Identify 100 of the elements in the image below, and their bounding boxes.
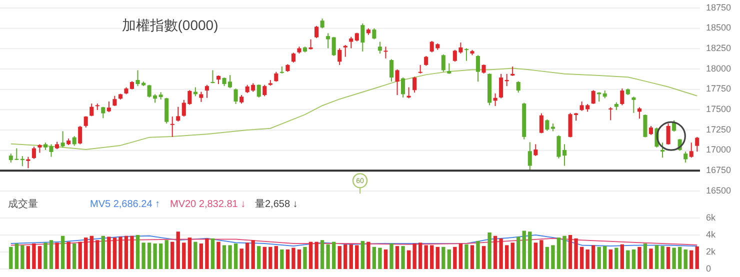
bar [591, 245, 596, 269]
bar [660, 246, 664, 269]
bar [26, 246, 30, 269]
y-tick-label: 6k [706, 212, 716, 222]
bar [262, 246, 266, 269]
candlestick [447, 62, 452, 74]
bar [199, 244, 204, 269]
bar [540, 240, 544, 269]
y-tick-label: 18250 [706, 43, 732, 54]
candlestick [534, 144, 538, 157]
bar [49, 240, 54, 269]
bar [390, 244, 394, 269]
bar [482, 246, 486, 269]
bar [107, 236, 111, 269]
candlestick [464, 48, 468, 62]
bar [44, 242, 48, 269]
line-series [10, 68, 698, 150]
bar [666, 246, 670, 269]
candlestick [695, 136, 700, 152]
y-tick-label: 17250 [706, 124, 732, 134]
candlestick [476, 54, 480, 82]
bar [654, 245, 659, 269]
bar [216, 242, 220, 269]
bar [182, 242, 186, 269]
bar [418, 242, 422, 269]
bar [176, 232, 180, 269]
candlestick [395, 68, 400, 96]
bar [412, 244, 416, 269]
bar [378, 248, 382, 269]
y-tick-label: 17750 [706, 84, 732, 94]
bar [528, 232, 532, 269]
bar [210, 238, 215, 269]
candlestick [412, 76, 417, 94]
text: MV20 [170, 199, 197, 210]
bar [545, 246, 550, 269]
bar [32, 244, 36, 269]
y-tick-label: 0 [706, 263, 712, 274]
candlestick [556, 134, 561, 159]
candlestick [332, 36, 336, 56]
candlestick [372, 28, 376, 40]
bar [20, 245, 24, 269]
candlestick [256, 84, 261, 98]
text: 量2,658 ↓ [255, 199, 298, 210]
bar [292, 248, 296, 269]
candlestick [528, 142, 532, 171]
bar [66, 242, 70, 269]
bar [188, 238, 192, 269]
candlestick [26, 156, 30, 169]
candlestick [320, 18, 324, 29]
bar [55, 242, 59, 269]
candlestick [441, 54, 446, 72]
bar [406, 250, 411, 269]
bar [153, 244, 157, 269]
bar [308, 242, 313, 269]
candlestick [112, 95, 117, 107]
bar [280, 249, 284, 269]
candlestick [349, 36, 354, 49]
bar [534, 242, 538, 269]
candlestick [308, 38, 313, 50]
bar [112, 238, 117, 269]
y-tick-label: 17000 [706, 144, 732, 155]
bar [690, 250, 694, 269]
bar [603, 246, 607, 269]
bar [205, 238, 209, 269]
chart-title: 成交量 [8, 198, 38, 210]
bar [142, 242, 146, 269]
bar [510, 242, 514, 269]
bar [551, 245, 555, 269]
bar [326, 244, 330, 269]
bar [234, 244, 238, 269]
bar [338, 246, 342, 269]
bar [395, 246, 400, 269]
candlestick [384, 46, 388, 59]
bar [222, 245, 226, 269]
candlestick [637, 106, 642, 120]
candlestick [204, 84, 209, 98]
bar [78, 242, 82, 269]
bar [516, 236, 520, 269]
candlestick [326, 32, 330, 49]
bar [436, 246, 440, 269]
bar [597, 246, 601, 269]
candlestick [672, 120, 676, 132]
bar [158, 244, 163, 269]
bar [366, 242, 370, 269]
bar [130, 236, 134, 269]
candlestick [90, 103, 94, 117]
bar [568, 235, 572, 269]
bar [620, 244, 624, 269]
candlestick [274, 71, 278, 82]
bar [101, 236, 105, 269]
bar [9, 246, 13, 269]
bar [401, 246, 405, 269]
bar [349, 244, 353, 269]
candlestick [510, 66, 515, 76]
text: 2,832.81 ↓ [196, 199, 246, 210]
line-series [10, 234, 698, 247]
bar [493, 236, 498, 269]
bar [649, 248, 653, 269]
bar [678, 246, 682, 269]
y-tick-label: 16750 [706, 165, 732, 176]
